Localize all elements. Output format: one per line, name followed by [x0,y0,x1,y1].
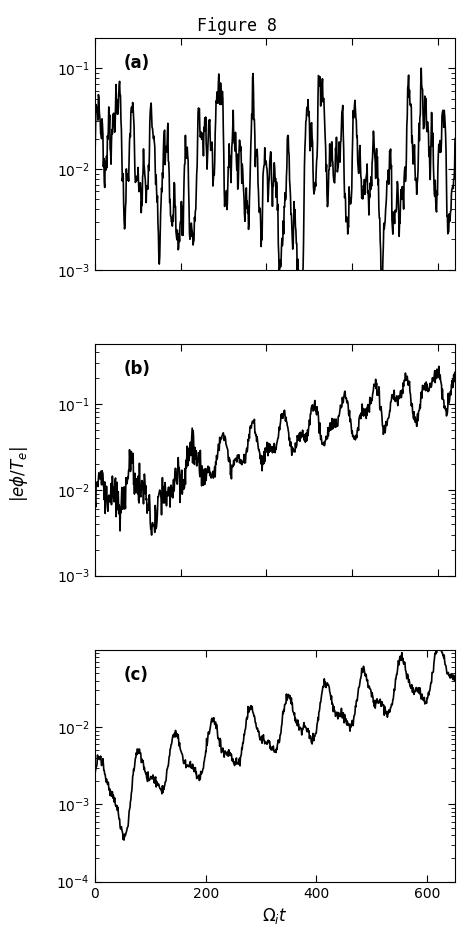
Text: $|e\phi/T_e|$: $|e\phi/T_e|$ [8,447,30,501]
X-axis label: $\Omega_i t$: $\Omega_i t$ [262,906,288,926]
Text: (b): (b) [124,360,150,378]
Text: (a): (a) [124,54,150,72]
Text: Figure 8: Figure 8 [197,17,277,35]
Text: (c): (c) [124,666,148,684]
